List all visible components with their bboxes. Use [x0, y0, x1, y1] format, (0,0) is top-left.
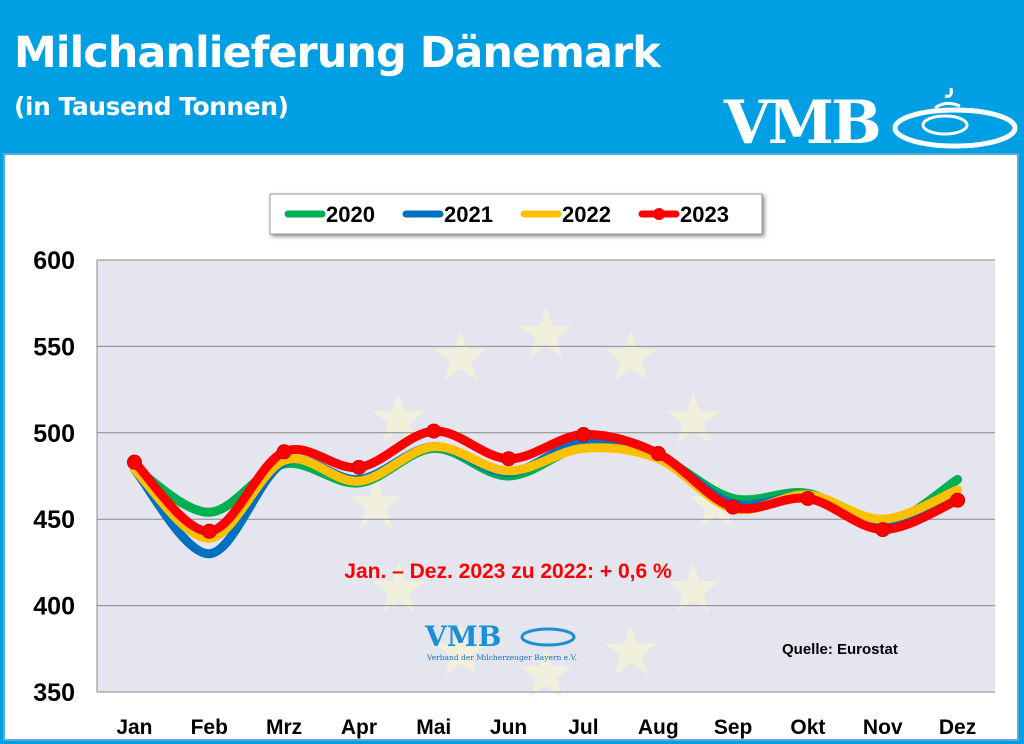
data-point-2023 [351, 459, 367, 475]
x-tick-label: Feb [191, 716, 228, 739]
x-tick-label: Aug [638, 716, 679, 739]
star-icon [434, 624, 488, 675]
star-icon [604, 329, 658, 381]
data-point-2023 [800, 490, 816, 506]
x-tick-label: Apr [341, 716, 377, 739]
x-tick-label: Jul [568, 716, 598, 739]
data-point-2023 [201, 523, 217, 539]
data-point-2023 [725, 499, 741, 515]
y-tick-label: 600 [33, 247, 75, 275]
watermark-text: Verband der Milcherzeuger Bayern e.V. [426, 653, 577, 662]
x-tick-label: Jan [116, 716, 152, 739]
data-point-2023 [426, 423, 442, 439]
data-point-2023 [276, 444, 292, 460]
star-icon [519, 307, 573, 358]
y-tick-label: 400 [33, 593, 75, 621]
legend-label: 2020 [326, 202, 375, 227]
legend-label: 2021 [444, 202, 493, 227]
data-point-2023 [575, 427, 591, 443]
star-icon [372, 392, 426, 443]
star-icon [604, 624, 658, 675]
annotation: Jan. – Dez. 2023 zu 2022: + 0,6 % [344, 560, 672, 583]
page-title: Milchanlieferung Dänemark [14, 28, 661, 78]
data-point-2023 [875, 522, 891, 538]
x-tick-label: Okt [790, 716, 825, 739]
x-tick-label: Sep [714, 716, 753, 739]
page-subtitle: (in Tausend Tonnen) [14, 92, 289, 121]
legend-label: 2023 [680, 202, 729, 227]
star-icon [666, 392, 720, 443]
legend: 2020 2021 2022 2023 [269, 193, 763, 235]
y-tick-label: 450 [33, 506, 75, 534]
y-tick-label: 350 [33, 679, 75, 707]
x-tick-label: Mai [416, 716, 451, 739]
x-tick-label: Mrz [266, 716, 302, 739]
x-tick-label: Jun [490, 716, 527, 739]
y-tick-label: 550 [33, 333, 75, 361]
star-icon [666, 562, 720, 613]
star-icon [434, 329, 488, 381]
data-point-2023 [501, 451, 517, 467]
data-point-2023 [126, 454, 142, 470]
star-icon [372, 562, 426, 613]
star-icon [349, 477, 403, 528]
watermark-logo: VMB [424, 620, 501, 653]
watermark-swirl-icon [520, 627, 576, 647]
star-icon [519, 647, 573, 698]
x-tick-label: Dez [939, 716, 976, 739]
vmb-logo: VMB [724, 88, 882, 158]
y-tick-label: 500 [33, 420, 75, 448]
data-point-2023 [650, 446, 666, 462]
source-note: Quelle: Eurostat [782, 641, 898, 658]
data-point-2023 [950, 492, 966, 508]
x-tick-label: Nov [863, 716, 903, 739]
eu-stars-watermark [349, 307, 743, 698]
legend-label: 2022 [562, 202, 611, 227]
